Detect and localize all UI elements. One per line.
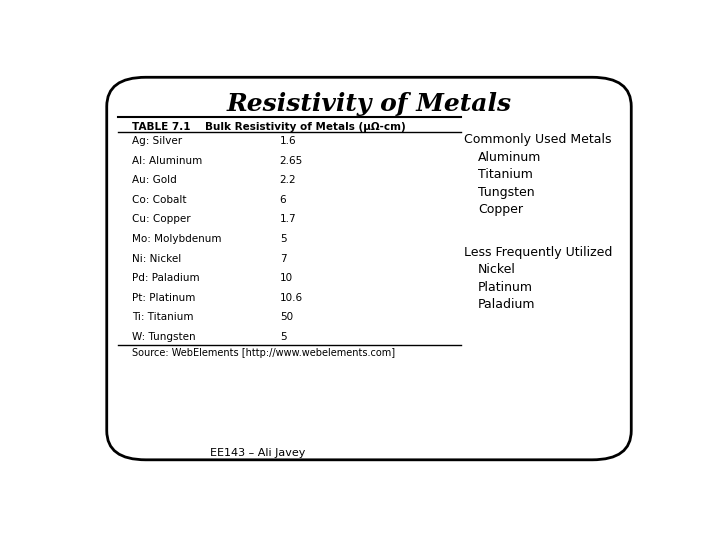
Text: Au: Gold: Au: Gold [132,176,176,185]
Text: Ag: Silver: Ag: Silver [132,136,182,146]
Text: 2.65: 2.65 [280,156,303,166]
Text: Source: WebElements [http://www.webelements.com]: Source: WebElements [http://www.webeleme… [132,348,395,359]
Text: W: Tungsten: W: Tungsten [132,332,195,342]
Text: 5: 5 [280,234,287,244]
FancyBboxPatch shape [107,77,631,460]
Text: Less Frequently Utilized: Less Frequently Utilized [464,246,612,259]
Text: Resistivity of Metals: Resistivity of Metals [226,92,512,116]
Text: Titanium: Titanium [478,168,533,181]
Text: 5: 5 [280,332,287,342]
Text: Paladium: Paladium [478,298,535,311]
Text: Co: Cobalt: Co: Cobalt [132,195,186,205]
Text: Copper: Copper [478,203,523,216]
Text: 50: 50 [280,312,293,322]
Text: 6: 6 [280,195,287,205]
Text: 10: 10 [280,273,293,283]
Text: EE143 – Ali Javey: EE143 – Ali Javey [210,448,305,458]
Text: TABLE 7.1    Bulk Resistivity of Metals (μΩ-cm): TABLE 7.1 Bulk Resistivity of Metals (μΩ… [132,122,405,132]
Text: Pd: Paladium: Pd: Paladium [132,273,199,283]
Text: Ti: Titanium: Ti: Titanium [132,312,194,322]
Text: 1.7: 1.7 [280,214,297,225]
Text: Commonly Used Metals: Commonly Used Metals [464,133,611,146]
Text: 2.2: 2.2 [280,176,297,185]
Text: Pt: Platinum: Pt: Platinum [132,293,195,302]
Text: Cu: Copper: Cu: Copper [132,214,191,225]
Text: 10.6: 10.6 [280,293,303,302]
Text: Aluminum: Aluminum [478,151,541,164]
Text: Ni: Nickel: Ni: Nickel [132,254,181,264]
Text: 7: 7 [280,254,287,264]
Text: Platinum: Platinum [478,281,533,294]
Text: 1.6: 1.6 [280,136,297,146]
Text: Nickel: Nickel [478,263,516,276]
Text: Al: Aluminum: Al: Aluminum [132,156,202,166]
Text: Tungsten: Tungsten [478,186,534,199]
Text: Mo: Molybdenum: Mo: Molybdenum [132,234,221,244]
